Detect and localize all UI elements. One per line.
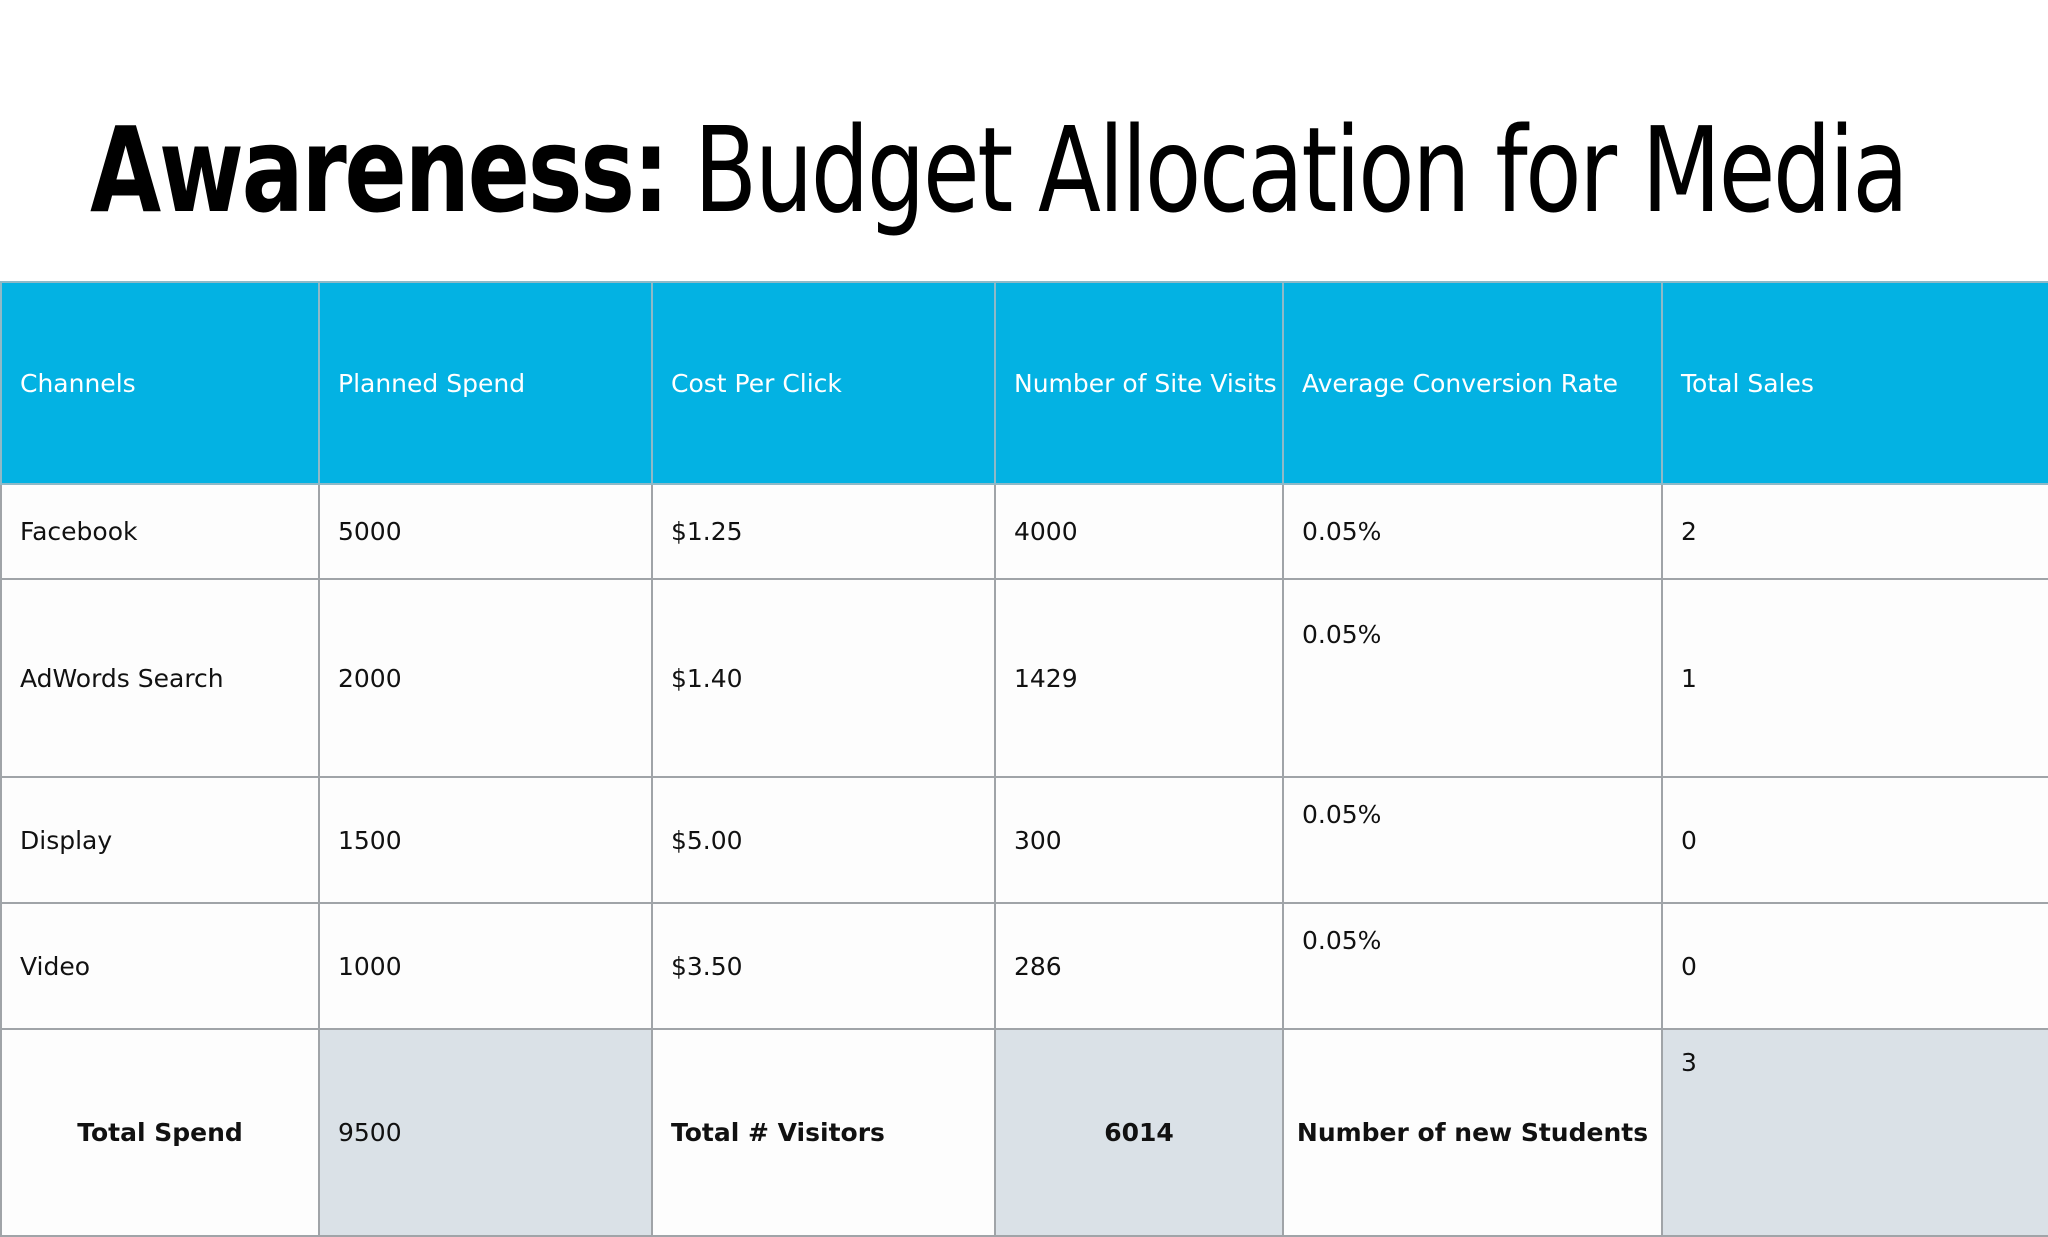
cost-per-click-cell: $1.25 bbox=[651, 483, 996, 580]
table-row: Facebook 5000 $1.25 4000 0.05% 2 bbox=[0, 483, 2048, 580]
cost-per-click-cell: $3.50 bbox=[651, 902, 996, 1030]
site-visits-cell: 286 bbox=[994, 902, 1284, 1030]
planned-spend-cell: 1000 bbox=[318, 902, 653, 1030]
site-visits-cell: 4000 bbox=[994, 483, 1284, 580]
total-spend-value: 9500 bbox=[318, 1028, 653, 1237]
total-spend-label: Total Spend bbox=[0, 1028, 320, 1237]
site-visits-cell: 1429 bbox=[994, 578, 1284, 778]
header-channels: Channels bbox=[0, 281, 320, 485]
table-row: Video 1000 $3.50 286 0.05% 0 bbox=[0, 902, 2048, 1030]
channel-cell: Video bbox=[0, 902, 320, 1030]
planned-spend-cell: 5000 bbox=[318, 483, 653, 580]
header-site-visits: Number of Site Visits bbox=[994, 281, 1284, 485]
table-row: AdWords Search 2000 $1.40 1429 0.05% 1 bbox=[0, 578, 2048, 778]
total-sales-cell: 1 bbox=[1661, 578, 2048, 778]
channel-cell: Display bbox=[0, 776, 320, 904]
slide-title: Awareness: Budget Allocation for Media bbox=[90, 100, 1909, 240]
total-visitors-value: 6014 bbox=[994, 1028, 1284, 1237]
conversion-rate-cell: 0.05% bbox=[1282, 902, 1663, 1030]
total-sales-cell: 2 bbox=[1661, 483, 2048, 580]
planned-spend-cell: 2000 bbox=[318, 578, 653, 778]
cost-per-click-cell: $5.00 bbox=[651, 776, 996, 904]
header-cost-per-click: Cost Per Click bbox=[651, 281, 996, 485]
total-visitors-label: Total # Visitors bbox=[651, 1028, 996, 1237]
header-total-sales: Total Sales bbox=[1661, 281, 2048, 485]
totals-row: Total Spend 9500 Total # Visitors 6014 N… bbox=[0, 1028, 2048, 1237]
total-sales-cell: 0 bbox=[1661, 902, 2048, 1030]
budget-allocation-table: Channels Planned Spend Cost Per Click Nu… bbox=[0, 281, 2048, 1237]
new-students-value: 3 bbox=[1661, 1028, 2048, 1237]
header-conversion-rate: Average Conversion Rate bbox=[1282, 281, 1663, 485]
channel-cell: AdWords Search bbox=[0, 578, 320, 778]
cost-per-click-cell: $1.40 bbox=[651, 578, 996, 778]
header-planned-spend: Planned Spend bbox=[318, 281, 653, 485]
title-keyword: Awareness: bbox=[90, 101, 669, 239]
title-text: Budget Allocation for Media bbox=[667, 101, 1909, 239]
conversion-rate-cell: 0.05% bbox=[1282, 578, 1663, 778]
table-row: Display 1500 $5.00 300 0.05% 0 bbox=[0, 776, 2048, 904]
total-sales-cell: 0 bbox=[1661, 776, 2048, 904]
site-visits-cell: 300 bbox=[994, 776, 1284, 904]
conversion-rate-cell: 0.05% bbox=[1282, 483, 1663, 580]
new-students-label: Number of new Students bbox=[1282, 1028, 1663, 1237]
conversion-rate-cell: 0.05% bbox=[1282, 776, 1663, 904]
channel-cell: Facebook bbox=[0, 483, 320, 580]
planned-spend-cell: 1500 bbox=[318, 776, 653, 904]
table-header-row: Channels Planned Spend Cost Per Click Nu… bbox=[0, 281, 2048, 485]
